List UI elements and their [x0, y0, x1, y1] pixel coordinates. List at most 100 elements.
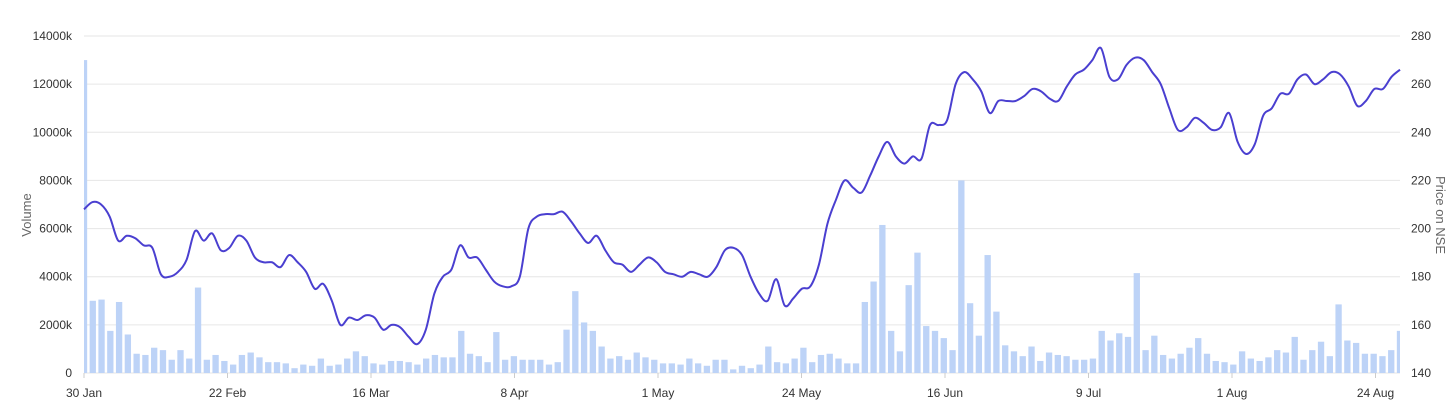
volume-bar	[1107, 340, 1114, 373]
volume-bar	[861, 301, 868, 373]
volume-bar	[423, 358, 430, 373]
right-tick-label: 140	[1411, 366, 1431, 380]
volume-bar	[572, 291, 579, 373]
volume-bar	[1396, 330, 1400, 373]
volume-bar	[308, 365, 316, 373]
volume-bar	[554, 362, 561, 373]
volume-bar	[1300, 359, 1307, 373]
volume-bar	[1151, 335, 1158, 373]
volume-bar	[89, 300, 96, 373]
volume-bar	[1089, 358, 1097, 373]
volume-bar	[335, 364, 342, 373]
volume-bar	[194, 287, 202, 373]
volume-bar	[151, 347, 158, 373]
volume-bar	[326, 365, 333, 373]
volume-bar	[1116, 333, 1123, 373]
volume-bar	[273, 362, 281, 373]
volume-bar	[607, 358, 614, 373]
volume-bar	[879, 224, 886, 373]
volume-bar	[1045, 352, 1053, 373]
volume-bar	[721, 359, 728, 373]
right-tick-label: 260	[1411, 77, 1431, 91]
volume-bar	[949, 350, 956, 373]
volume-bar	[344, 358, 351, 373]
volume-bar	[773, 362, 781, 373]
left-tick-label: 10000k	[33, 125, 73, 139]
x-tick-label: 24 Aug	[1357, 386, 1394, 400]
volume-bar	[1142, 350, 1149, 373]
volume-bar	[221, 360, 228, 373]
volume-bar	[247, 352, 254, 373]
volume-bar	[84, 60, 88, 373]
volume-bar	[1098, 330, 1105, 373]
volume-bar	[852, 363, 860, 373]
volume-bar	[1054, 354, 1061, 373]
volume-bar	[1019, 356, 1026, 373]
volume-bar	[124, 334, 132, 373]
volume-bar	[782, 363, 790, 373]
volume-bar	[501, 359, 509, 373]
volume-bar	[510, 356, 518, 373]
volume-bar	[896, 351, 904, 373]
volume-bar	[370, 363, 377, 373]
volume-bar	[914, 252, 921, 373]
x-tick-label: 30 Jan	[66, 386, 102, 400]
volume-bar	[519, 359, 526, 373]
volume-bar	[317, 358, 325, 373]
volume-bar	[352, 351, 360, 373]
volume-bar	[168, 359, 175, 373]
left-tick-label: 0	[65, 366, 72, 380]
volume-bar	[1335, 304, 1342, 373]
x-tick-label: 8 Apr	[500, 386, 528, 400]
x-axis-ticks: 30 Jan 22 Feb 16 Mar 8 Apr 1 May 24 May 16 Jun…	[66, 373, 1394, 400]
volume-bar	[186, 358, 193, 373]
volume-bar	[1317, 341, 1325, 373]
volume-bar	[940, 338, 947, 373]
volume-bar	[98, 299, 105, 373]
volume-bar	[668, 363, 675, 373]
volume-bar	[431, 354, 439, 373]
volume-bar	[966, 303, 974, 373]
volume-bar	[765, 346, 772, 373]
volume-bar	[642, 357, 649, 373]
volume-bar	[659, 363, 667, 373]
grid	[84, 35, 1400, 374]
volume-bar	[256, 357, 263, 373]
volume-bar	[870, 281, 877, 373]
volume-bar	[405, 362, 412, 373]
volume-bar	[177, 350, 184, 373]
volume-bar	[703, 365, 711, 373]
volume-bar	[1256, 360, 1263, 373]
x-tick-label: 1 May	[642, 386, 675, 400]
volume-bar	[826, 353, 833, 373]
volume-bar	[1010, 351, 1018, 373]
volume-bar	[563, 329, 570, 373]
volume-bar	[1282, 352, 1290, 373]
volume-bar	[379, 364, 386, 373]
left-tick-label: 8000k	[39, 173, 73, 187]
volume-bar	[265, 362, 272, 373]
price-line-series	[83, 46, 1401, 346]
volume-bar	[528, 359, 535, 373]
volume-bar	[616, 356, 623, 373]
volume-bar	[905, 285, 912, 373]
volume-bar	[466, 353, 474, 373]
volume-bar	[993, 311, 1000, 373]
volume-bar	[694, 363, 702, 373]
volume-bar	[835, 358, 842, 373]
volume-bar	[1370, 353, 1377, 373]
volume-bar	[1221, 362, 1228, 373]
volume-bar	[1063, 356, 1070, 373]
volume-bar	[1230, 364, 1237, 373]
volume-bar	[475, 356, 482, 373]
volume-bar	[1002, 345, 1009, 373]
volume-bar	[1309, 350, 1316, 373]
volume-bar	[923, 326, 930, 373]
volume-bar	[387, 360, 395, 373]
x-tick-label: 24 May	[782, 386, 821, 400]
volume-bar	[598, 346, 605, 373]
volume-bar	[229, 364, 237, 373]
volume-bar	[537, 359, 544, 373]
